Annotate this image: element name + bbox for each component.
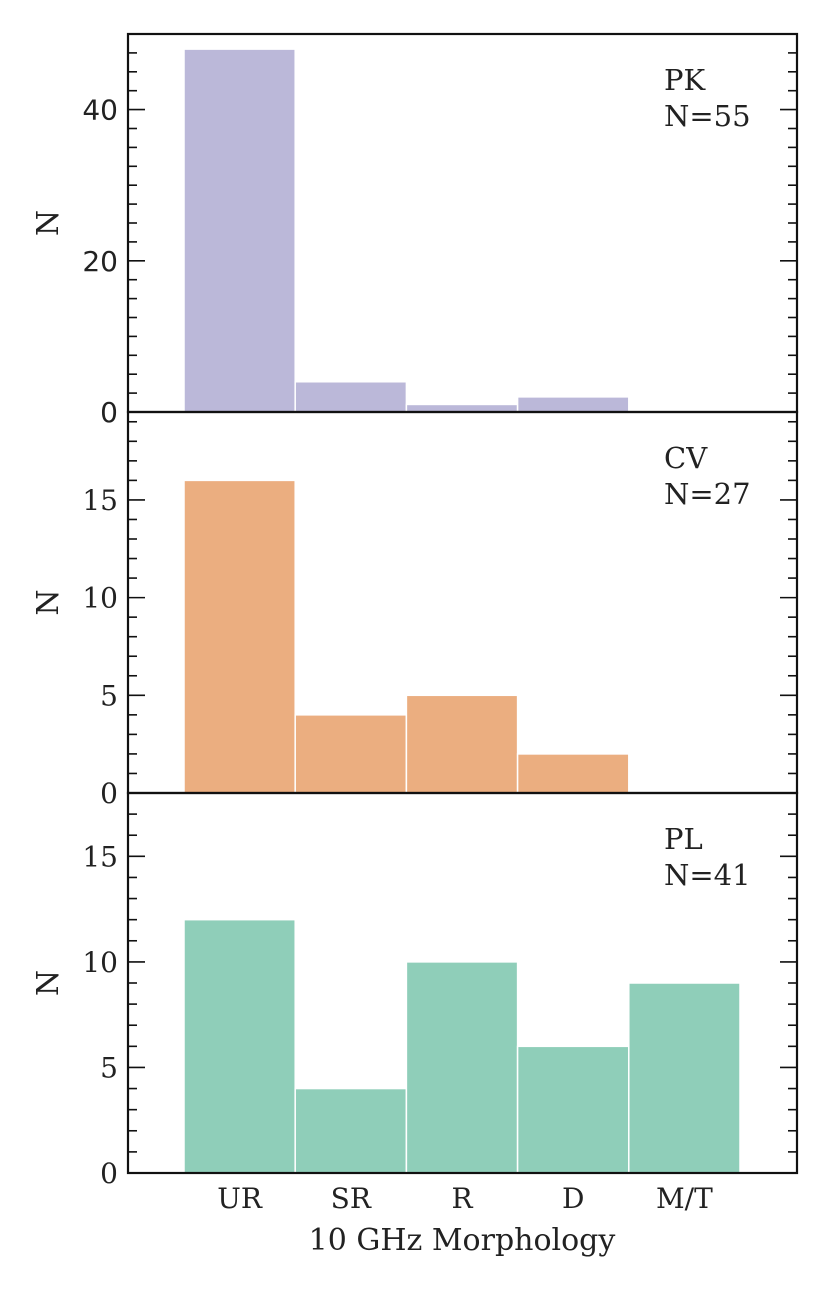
bar-pl-ur	[183, 918, 296, 1174]
bar-cv-r	[405, 694, 519, 794]
panel-cv: 0 5 10 15 N CVN=27	[31, 410, 799, 810]
bar-pk-r	[405, 403, 519, 413]
y-tick-label: 0	[100, 777, 118, 810]
panel-frame	[126, 791, 799, 1175]
bar-pl-sr	[294, 1087, 408, 1174]
bar-pl-m-t	[628, 982, 741, 1174]
y-tick-label: 15	[82, 840, 118, 873]
y-tick-label: 20	[82, 245, 118, 278]
y-axis-label: N	[31, 589, 66, 615]
bar-pk-sr	[294, 381, 408, 413]
y-tick-label: 0	[100, 396, 118, 429]
y-ticks-pk	[128, 33, 797, 413]
y-tick-label: 0	[100, 1157, 118, 1190]
panel-label: CV	[664, 441, 708, 475]
bar-pl-r	[405, 961, 519, 1174]
panels-layer: 0 20 40 N PKN=55 0 5 10 15 N CVN=27 0 5 10 15 N PLN=41 UR…	[31, 32, 799, 1215]
y-tick-label: 5	[100, 1051, 118, 1084]
panel-pk: 0 20 40 N PKN=55	[31, 32, 799, 429]
y-axis-label: N	[31, 970, 66, 996]
y-tick-label: 5	[100, 679, 118, 712]
panel-pl: 0 5 10 15 N PLN=41	[31, 791, 799, 1190]
bar-cv-d	[516, 753, 630, 794]
panel-count-label: N=27	[664, 477, 751, 511]
bar-pl-d	[516, 1045, 630, 1174]
y-axis-label: N	[31, 210, 66, 236]
x-tick-label: SR	[331, 1182, 372, 1215]
panel-label: PL	[664, 822, 703, 856]
y-tick-label: 10	[82, 582, 118, 615]
panel-count-label: N=41	[664, 858, 751, 892]
y-tick-label: 15	[82, 484, 118, 517]
x-tick-label: D	[562, 1182, 584, 1215]
panel-count-label: N=55	[664, 99, 751, 133]
y-tick-label: 10	[82, 946, 118, 979]
x-tick-label: UR	[217, 1182, 263, 1215]
bar-cv-sr	[294, 714, 408, 794]
x-tick-label: M/T	[656, 1182, 713, 1215]
bar-cv-ur	[183, 479, 296, 794]
bar-pk-d	[516, 396, 630, 413]
x-tick-label: R	[451, 1182, 473, 1215]
bar-pk-ur	[183, 48, 296, 413]
x-axis-label: 10 GHz Morphology	[309, 1223, 616, 1258]
panel-label: PK	[664, 63, 707, 97]
y-tick-label: 40	[82, 94, 118, 127]
